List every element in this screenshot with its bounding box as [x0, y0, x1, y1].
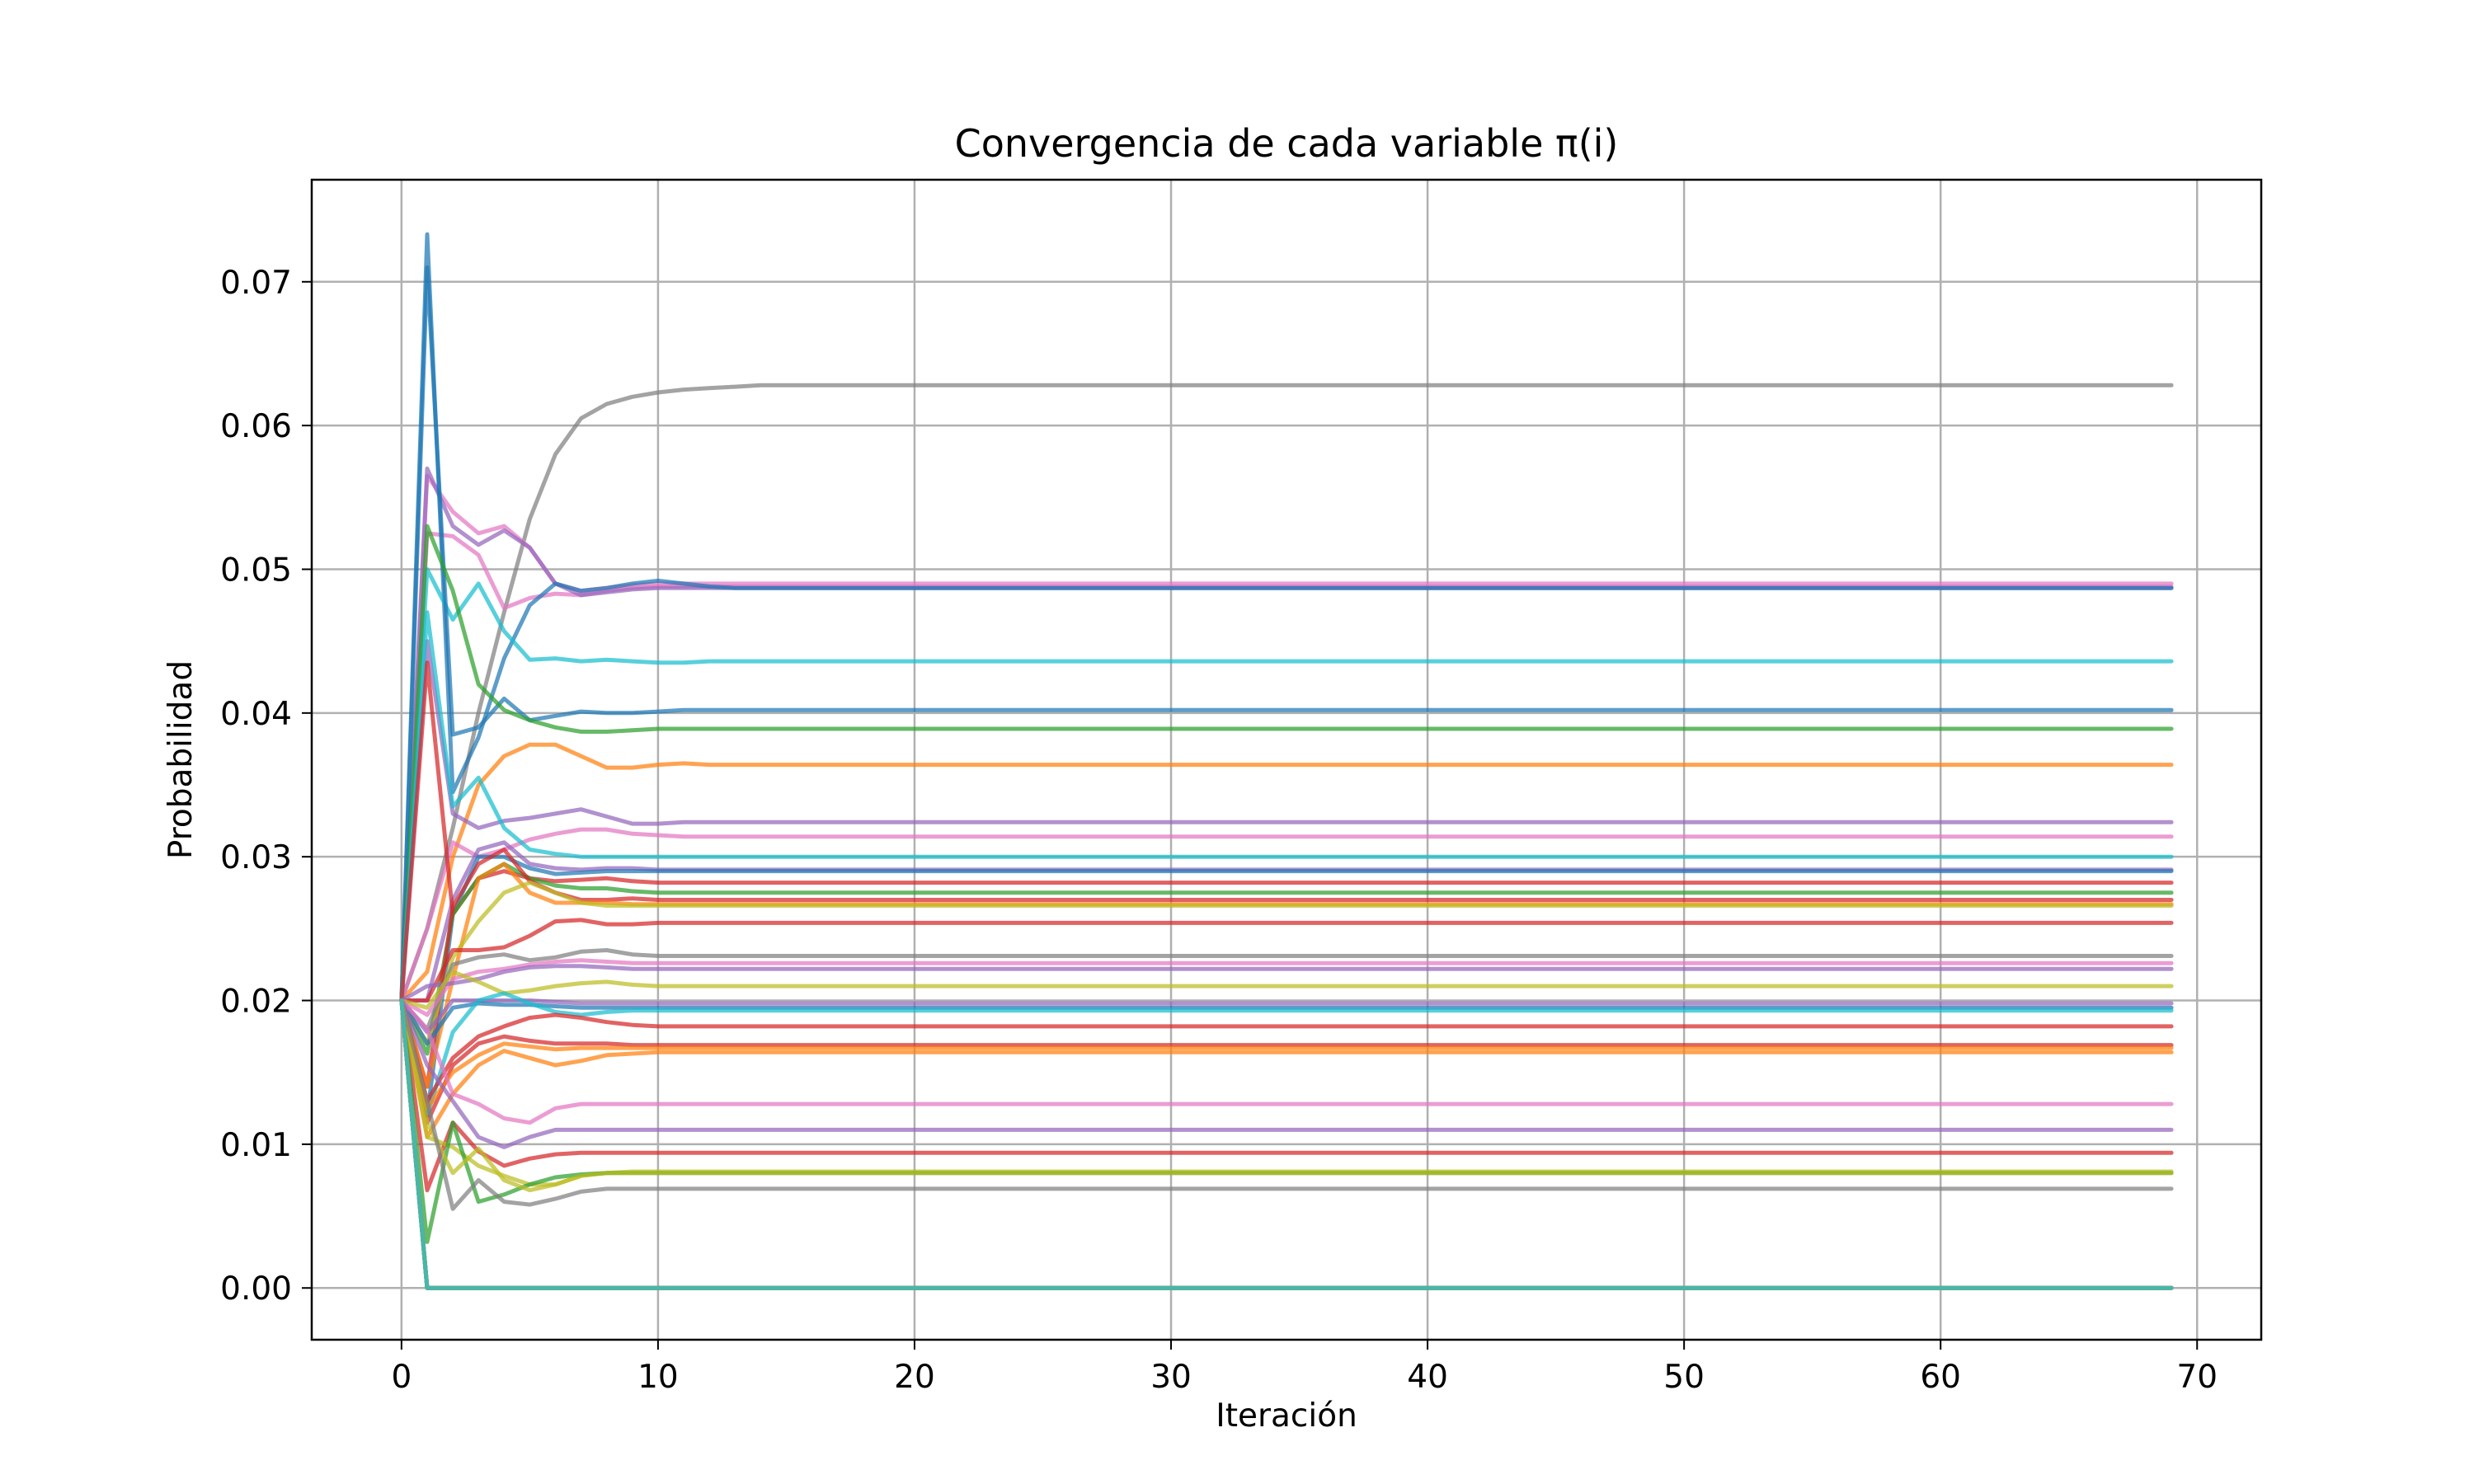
y-tick-label: 0.03: [220, 839, 292, 876]
series-line-13: [399, 840, 2174, 1003]
x-tick-label: 30: [1150, 1359, 1192, 1396]
series-line-18: [399, 862, 2174, 1089]
series-line-31: [399, 998, 2174, 1139]
y-tick-label: 0.06: [220, 408, 292, 445]
series-line-7: [399, 265, 2174, 1003]
y-tick-label: 0.05: [220, 552, 292, 589]
series-line-30: [399, 998, 2174, 1111]
x-tick-label: 50: [1663, 1359, 1705, 1396]
series-line-37: [399, 998, 2174, 1193]
series-line-25: [399, 998, 2174, 1035]
x-tick-label: 20: [894, 1359, 935, 1396]
series-line-28: [399, 998, 2174, 1104]
x-tick-label: 70: [2176, 1359, 2218, 1396]
series-layer: [399, 232, 2174, 1290]
y-tick-label: 0.01: [220, 1127, 292, 1164]
series-line-26: [399, 998, 2174, 1046]
series-line-5: [399, 232, 2174, 1003]
series-line-33: [399, 998, 2174, 1149]
x-tick-label: 0: [391, 1359, 412, 1396]
series-line-8: [399, 524, 2174, 1003]
series-line-12: [399, 610, 2174, 1003]
series-line-24: [399, 970, 2174, 1010]
series-line-32: [399, 998, 2174, 1125]
y-tick-label: 0.00: [220, 1270, 292, 1308]
series-line-11: [399, 827, 2174, 1003]
series-line-38: [399, 998, 2174, 1211]
chart-title: Convergencia de cada variable π(i): [955, 121, 1619, 166]
tick-layer: 0 10 20 30 40 50 60 70 0.00 0.01 0.02 0.03 0.04 0.05 0…: [220, 265, 2218, 1396]
y-tick-label: 0.04: [220, 696, 292, 733]
series-line-15: [399, 660, 2174, 1003]
series-line-20: [399, 918, 2174, 1003]
series-line-47: [399, 998, 2174, 1290]
y-axis-label: Probabilidad: [162, 660, 200, 859]
series-line-27: [399, 991, 2174, 1118]
y-tick-label: 0.07: [220, 265, 292, 302]
series-line-10: [399, 639, 2174, 1003]
plot-frame: [310, 178, 2263, 1341]
x-axis-label: Iteración: [1216, 1397, 1357, 1435]
series-line-4: [399, 466, 2174, 1003]
x-tick-label: 10: [637, 1359, 679, 1396]
y-tick-label: 0.02: [220, 984, 292, 1021]
x-tick-label: 60: [1920, 1359, 1961, 1396]
x-tick-label: 40: [1407, 1359, 1448, 1396]
series-line-22: [399, 958, 2174, 1017]
